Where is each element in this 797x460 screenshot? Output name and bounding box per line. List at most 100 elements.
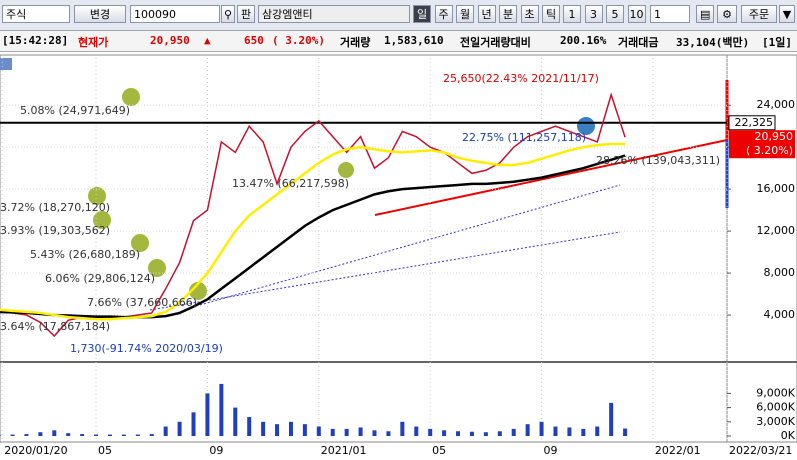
annotation: 7.66% (37,660,666) <box>87 296 197 309</box>
code-input[interactable]: 100090 <box>130 5 220 23</box>
x-tick-label: 05 <box>98 444 112 457</box>
volume-bar <box>623 428 628 436</box>
x-tick-label: 09 <box>544 444 558 457</box>
y-tick-label: 6,000K <box>756 401 795 414</box>
time: [15:42:28] <box>2 34 69 47</box>
volume-bar <box>469 431 474 436</box>
x-tick-label: 09 <box>209 444 223 457</box>
y-tick-label: 0K <box>781 429 796 442</box>
volume-bar <box>219 383 224 436</box>
volume-bar <box>177 421 182 436</box>
profile-markers <box>88 88 354 300</box>
volume-bar <box>386 431 391 436</box>
period-button[interactable]: 초 <box>520 5 539 23</box>
period-button[interactable]: 월 <box>456 5 474 23</box>
volume-bar <box>24 434 29 436</box>
x-tick-label: 2022/01 <box>655 444 701 457</box>
volume-bar <box>288 421 293 436</box>
x-tick-label: 2022/03/21 <box>729 444 792 457</box>
change-button[interactable]: 변경 <box>74 5 126 23</box>
period-button[interactable]: 일 <box>413 5 431 23</box>
volume-bar <box>149 434 154 436</box>
volume-bar <box>414 426 419 436</box>
annotation: 5.43% (26,680,189) <box>30 248 140 261</box>
volume-bar <box>302 424 307 436</box>
annotation: 6.06% (29,806,124) <box>45 272 155 285</box>
annotation: 5.08% (24,971,649) <box>20 104 130 117</box>
y-tick-label: 3,000K <box>756 415 795 428</box>
y-tick-label: 24,000 <box>757 98 796 111</box>
volume-bar <box>205 393 210 436</box>
period-button[interactable]: 1 <box>563 5 581 23</box>
prev: 200.16% <box>560 34 607 47</box>
series-line <box>0 154 626 319</box>
annotation: 25,650(22.43% 2021/11/17) <box>443 72 599 85</box>
stock-name[interactable]: 삼강엠앤티 <box>258 5 410 23</box>
volume-label: 거래량 <box>340 36 371 49</box>
volume-bar <box>609 402 614 436</box>
period-button[interactable]: 주 <box>434 5 453 23</box>
dotted-line <box>199 184 621 306</box>
volume-bar <box>400 421 405 436</box>
volume-bar <box>135 434 140 436</box>
volume-bar <box>539 421 544 436</box>
volume-bar <box>66 433 71 436</box>
period: [1일] <box>762 36 792 49</box>
annotation: 13.47% (66,217,598) <box>232 177 349 190</box>
volume-bar <box>10 434 15 436</box>
volume-bar <box>121 434 126 436</box>
y-tick-label: 16,000 <box>757 182 796 195</box>
period-button[interactable]: 10 <box>627 5 646 23</box>
settings-button[interactable]: ⚙ <box>717 5 737 23</box>
series-line <box>0 142 626 321</box>
annotation: 1,730(-91.74% 2020/03/19) <box>70 342 223 355</box>
y-tick-label: 8,000 <box>764 266 796 279</box>
volume-bar <box>94 434 99 436</box>
order-button[interactable]: 주문 <box>741 5 777 23</box>
price-marker-label: 20,950 <box>755 130 794 143</box>
trend-line <box>374 139 728 216</box>
period-button[interactable]: 틱 <box>542 5 560 23</box>
dropdown[interactable]: ▼ <box>779 5 795 23</box>
annotation: 22.75% (111,257,118) <box>462 131 586 144</box>
toolbar: 주식 변경 100090 ⚲ 판 삼강엠앤티 일 주 월 년 분 초 틱 1 3 5 10 1 ▤ … <box>0 0 797 31</box>
pane-icon <box>0 58 12 70</box>
price: 20,950 <box>150 34 190 47</box>
period-button[interactable]: 년 <box>477 5 496 23</box>
volume-bar <box>358 427 363 436</box>
search-button[interactable]: ⚲ <box>221 5 235 23</box>
status-bar: [15:42:28] 현재가 20,950 ▲ 650 ( 3.20%) 거래량… <box>0 31 797 52</box>
y-tick-label: 12,000 <box>757 224 796 237</box>
market-select[interactable]: 주식 <box>2 5 70 23</box>
y-tick-label: 9,000K <box>756 386 795 399</box>
count-input[interactable]: 1 <box>650 5 690 23</box>
volume-bar <box>456 431 461 436</box>
x-tick-label: 2021/01 <box>321 444 367 457</box>
volume-bar <box>511 428 516 436</box>
volume-bar <box>553 426 558 436</box>
board-button[interactable]: 판 <box>237 5 255 23</box>
annotation: 3.93% (19,303,562) <box>0 224 110 237</box>
volume-bar <box>261 421 266 436</box>
annotation: 3.72% (18,270,120) <box>0 201 110 214</box>
volume-bar <box>567 427 572 436</box>
x-tick-label: 2020/01/20 <box>4 444 67 457</box>
period-button[interactable]: 5 <box>606 5 624 23</box>
volume-bar <box>316 426 321 436</box>
volume-bar <box>163 426 168 436</box>
volume-bar <box>344 428 349 436</box>
period-button[interactable]: 분 <box>499 5 517 23</box>
price-marker-box <box>729 130 795 159</box>
volume-bar <box>525 424 530 436</box>
icon-button[interactable]: ▤ <box>696 5 714 23</box>
volume-bar <box>80 434 85 436</box>
volume-bar <box>247 417 252 436</box>
amount: 33,104(백만) <box>676 36 750 49</box>
prev-label: 전일거래량대비 <box>460 36 531 49</box>
annotation: 28.26% (139,043,311) <box>596 154 720 167</box>
volume-bar <box>581 428 586 436</box>
volume: 1,583,610 <box>384 34 444 47</box>
reference-box <box>728 115 776 131</box>
period-button[interactable]: 3 <box>584 5 603 23</box>
